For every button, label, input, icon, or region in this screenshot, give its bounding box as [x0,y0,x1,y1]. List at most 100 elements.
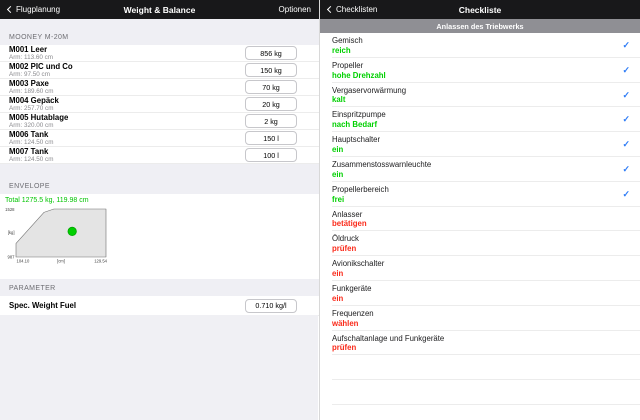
check-icon: ✓ [622,163,630,174]
weight-item-row: M002 PIC und Co Arm: 97.50 cm 150 kg [0,62,319,79]
fuel-weight-input[interactable]: 0.710 kg/l [245,298,297,313]
checklist-item-value: ein [332,144,344,154]
y-min-tick: 987 [8,255,16,260]
weight-item-text: M007 Tank Arm: 124.50 cm [9,147,245,164]
back-label: Checklisten [336,5,378,14]
total-weight-label: Total 1275.5 kg, 119.98 cm [5,197,89,204]
checklist-item-row[interactable]: Propeller hohe Drehzahl ✓ [320,58,640,83]
checklist-empty-row [320,355,640,380]
weight-value-input[interactable]: 70 kg [245,80,297,94]
weight-item-arm: Arm: 113.60 cm [9,54,53,61]
weight-balance-screen: Flugplanung Weight & Balance Optionen MO… [0,0,320,420]
empty-area [0,315,318,420]
check-icon: ✓ [622,139,630,150]
checklist-item-value: nach Bedarf [332,120,378,130]
envelope-plot: 1528 987 [kg] 104.10 [cm] 129.54 [5,207,107,264]
weight-value-input[interactable]: 150 l [245,131,297,145]
checklist-item-title: Anlasser [332,209,363,219]
checklist-item-title: Frequenzen [332,308,374,318]
x-min-tick: 104.10 [17,259,30,264]
options-button[interactable]: Optionen [278,5,311,14]
weight-item-text: M006 Tank Arm: 124.50 cm [9,130,245,147]
back-label: Flugplanung [16,5,61,14]
weight-value-input[interactable]: 150 kg [245,63,297,77]
checklist-item-value: ein [332,293,344,303]
checklist-item-value: betätigen [332,219,367,229]
checklist-item-row[interactable]: Avionikschalter ein ✓ [320,256,640,281]
weight-item-title: M007 Tank [9,146,49,156]
checklist-item-title: Aufschaltanlage und Funkgeräte [332,333,445,343]
checklist-item-title: Öldruck [332,234,359,244]
checklist-item-title: Zusammenstosswarnleuchte [332,159,432,169]
checklist-item-row[interactable]: Aufschaltanlage und Funkgeräte prüfen ✓ [320,331,640,356]
checklist-item-value: ein [332,169,344,179]
checklist-item-row[interactable]: Propellerbereich frei ✓ [320,182,640,207]
weight-item-title: M004 Gepäck [9,95,59,105]
weight-rows-list: M001 Leer Arm: 113.60 cm 856 kg M002 PIC… [0,45,319,164]
check-icon: ✓ [622,114,630,125]
weight-item-row: M003 Paxe Arm: 189.60 cm 70 kg [0,79,319,96]
weight-item-text: M003 Paxe Arm: 189.60 cm [9,79,245,96]
weight-item-row: M007 Tank Arm: 124.50 cm 100 l [0,147,319,164]
checklist-item-value: hohe Drehzahl [332,70,386,80]
checklist-item-value: frei [332,194,345,204]
weight-item-row: M001 Leer Arm: 113.60 cm 856 kg [0,45,319,62]
weight-value-input[interactable]: 856 kg [245,46,297,60]
envelope-polygon [15,208,107,258]
x-max-tick: 129.54 [94,259,107,264]
checklist-item-row[interactable]: Vergaservorwärmung kalt ✓ [320,83,640,108]
checklist-item-value: wählen [332,318,359,328]
y-max-tick: 1528 [5,207,15,212]
checklist-item-row[interactable]: Anlasser betätigen ✓ [320,207,640,232]
wb-nav-bar: Flugplanung Weight & Balance Optionen [0,0,319,19]
checklist-item-value: reich [332,45,351,55]
weight-item-arm: Arm: 257.70 cm [9,105,54,112]
checklist-item-value: kalt [332,95,346,105]
section-header-parameter: PARAMETER [0,279,319,296]
envelope-chart: Total 1275.5 kg, 119.98 cm 1528 987 [kg] 10… [0,194,319,279]
weight-item-text: M005 Hutablage Arm: 320.00 cm [9,113,245,130]
checklist-item-title: Hauptschalter [332,135,381,145]
weight-value-input[interactable]: 2 kg [245,114,297,128]
check-icon: ✓ [622,64,630,75]
checklist-section-banner: Anlassen des Triebwerks [320,19,640,33]
checklist-item-title: Propellerbereich [332,184,389,194]
checklist-item-row[interactable]: Zusammenstosswarnleuchte ein ✓ [320,157,640,182]
back-button-checklisten[interactable]: Checklisten [326,5,378,14]
weight-item-arm: Arm: 189.60 cm [9,88,54,95]
chevron-left-icon [326,5,335,14]
checklist-item-title: Einspritzpumpe [332,110,386,120]
weight-item-title: M002 PIC und Co [9,61,73,71]
checklist-item-title: Vergaservorwärmung [332,85,407,95]
checklist-item-row[interactable]: Einspritzpumpe nach Bedarf ✓ [320,107,640,132]
checklist-item-value: prüfen [332,343,357,353]
checklist-item-value: ein [332,268,344,278]
checklist-screen: Checklisten Checkliste Anlassen des Trie… [320,0,640,420]
chevron-left-icon [6,5,15,14]
weight-item-arm: Arm: 97.50 cm [9,71,50,78]
back-button-flugplanung[interactable]: Flugplanung [6,5,61,14]
checklist-item-row[interactable]: Funkgeräte ein ✓ [320,281,640,306]
y-axis-label: [kg] [8,230,15,235]
weight-item-title: M001 Leer [9,44,48,54]
checklist-item-row[interactable]: Gemisch reich ✓ [320,33,640,58]
weight-item-title: M005 Hutablage [9,112,69,122]
cg-point [67,226,77,237]
section-header-aircraft: MOONEY M-20M [0,19,319,45]
checklist-empty-row [320,380,640,405]
checklist-items-list: Gemisch reich ✓ Propeller hohe Drehzahl … [320,33,640,405]
checklist-item-row[interactable]: Hauptschalter ein ✓ [320,132,640,157]
parameter-row: Spec. Weight Fuel 0.710 kg/l [0,296,319,316]
weight-item-title: M006 Tank [9,129,49,139]
check-icon: ✓ [622,89,630,100]
checklist-item-title: Gemisch [332,36,363,45]
checklist-item-row[interactable]: Frequenzen wählen ✓ [320,306,640,331]
weight-item-arm: Arm: 320.00 cm [9,122,54,129]
checklist-item-row[interactable]: Öldruck prüfen ✓ [320,231,640,256]
parameter-title: Spec. Weight Fuel [9,301,77,310]
weight-value-input[interactable]: 100 l [245,148,297,162]
weight-value-input[interactable]: 20 kg [245,97,297,111]
weight-item-row: M004 Gepäck Arm: 257.70 cm 20 kg [0,96,319,113]
weight-item-arm: Arm: 124.50 cm [9,139,54,146]
